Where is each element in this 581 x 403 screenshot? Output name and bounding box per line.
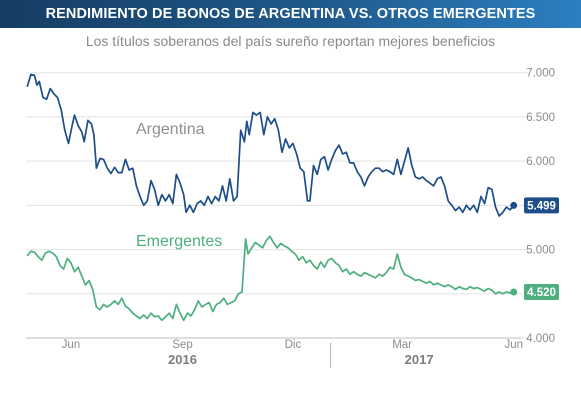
chart-subtitle: Los títulos soberanos del país sureño re… <box>85 33 496 49</box>
series-label-argentina: Argentina <box>136 121 205 138</box>
series-layer: Argentina 5.499 Emergentes 4.520 <box>26 73 559 322</box>
series-label-emergentes: Emergentes <box>136 233 222 250</box>
end-marker-emergentes <box>510 288 518 296</box>
end-value-badge-emergentes <box>524 284 559 301</box>
x-tick-label: Mar <box>392 339 412 351</box>
y-tick-label: 4.000 <box>526 333 555 345</box>
year-label: 2017 <box>405 352 434 367</box>
end-value-label-emergentes: 4.520 <box>527 287 556 299</box>
end-marker-argentina <box>510 201 518 209</box>
y-tick-label: 6.500 <box>526 112 555 124</box>
y-tick-label: 5.000 <box>526 245 555 257</box>
x-tick-label: Jun <box>62 339 81 351</box>
series-line-emergentes <box>26 235 514 322</box>
year-label: 2016 <box>168 352 197 367</box>
chart-title: RENDIMIENTO DE BONOS DE ARGENTINA VS. OT… <box>0 0 581 28</box>
x-tick-label: Dic <box>285 339 302 351</box>
grid-layer <box>26 72 528 339</box>
x-axis: Jun Sep Dic Mar Jun 2016 2017 <box>26 337 523 368</box>
y-tick-label: 7.000 <box>526 68 555 80</box>
y-tick-label: 6.000 <box>526 156 555 168</box>
end-value-label-argentina: 5.499 <box>527 201 556 213</box>
series-line-argentina <box>26 73 515 217</box>
x-tick-label: Sep <box>172 339 192 351</box>
end-value-badge-argentina <box>524 197 559 214</box>
x-tick-label: Jun <box>504 339 523 351</box>
